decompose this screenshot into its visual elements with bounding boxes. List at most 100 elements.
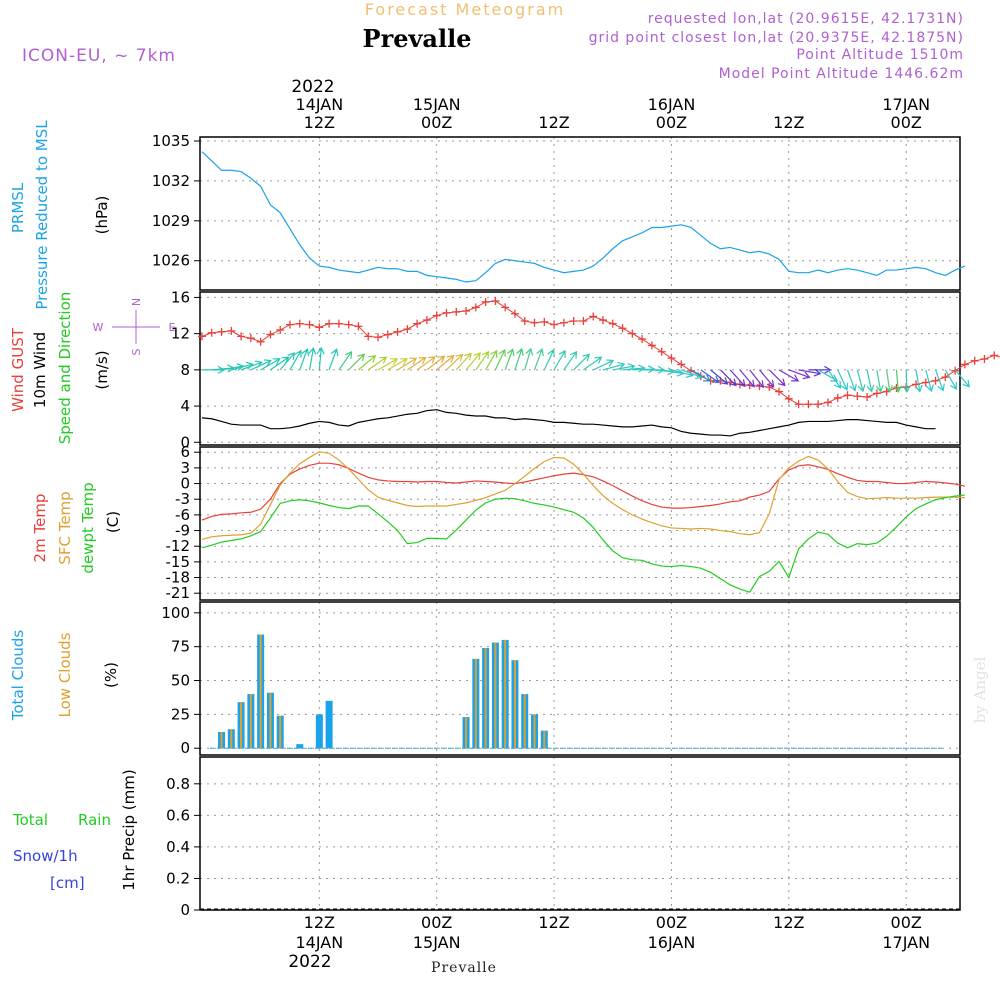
wind-direction-arrow (240, 360, 263, 371)
gust-point (197, 332, 206, 341)
credit-watermark: by Angel (971, 656, 989, 723)
wind-direction-arrow (397, 357, 418, 371)
gust-point (237, 332, 246, 341)
wind-direction-arrow (778, 369, 800, 382)
y-tick-label: -21 (166, 584, 191, 602)
gust-point (334, 319, 343, 328)
gust-point (550, 320, 559, 329)
gust-point (276, 326, 285, 335)
y-tick-label: 0.4 (166, 838, 190, 856)
wind-direction-arrow (739, 369, 755, 388)
dewpt-label: dewpt Temp (79, 482, 97, 573)
gust-point (657, 347, 666, 356)
percent-unit-label: (%) (102, 662, 120, 688)
y-tick-label: 1026 (152, 252, 190, 270)
bottom-hour-label: 00Z (656, 913, 687, 932)
wind-direction-arrow (884, 369, 893, 393)
station-title: Prevalle (363, 24, 472, 53)
gust-point (598, 316, 607, 325)
gust-point (608, 319, 617, 328)
gust-point (540, 317, 549, 326)
wind-direction-arrow (856, 369, 866, 393)
wind-direction-arrow (866, 369, 875, 393)
top-date-label: 14JAN (295, 95, 343, 114)
y-tick-label: 0.6 (166, 806, 190, 824)
wind-direction-arrow (902, 369, 911, 394)
gust-point (374, 333, 383, 342)
pressure-series-line (201, 151, 966, 283)
y-tick-label: 16 (171, 288, 190, 306)
gust-point (960, 360, 969, 369)
total-cloud-bar (315, 714, 323, 749)
wind-direction-arrow (719, 369, 737, 387)
compass-north: N (130, 298, 143, 306)
wind-direction-arrow (426, 355, 446, 371)
prmsl-label: PRMSL (9, 182, 27, 233)
gust-point (442, 308, 451, 317)
wind-10m-label: 10m Wind (31, 332, 49, 408)
wind-direction-arrow (700, 369, 720, 384)
wind-direction-arrow (875, 369, 884, 393)
gust-point (980, 354, 989, 363)
y-tick-label: 0.8 (166, 775, 190, 793)
pressure-panel: 1026 1029 1032 1035 (152, 132, 966, 291)
clouds-panel-labels: Total Clouds Low Clouds (%) (9, 630, 120, 722)
gust-point (422, 316, 431, 325)
gust-point (872, 389, 881, 398)
wind-direction-arrow (690, 369, 712, 382)
y-tick-label: 1029 (152, 212, 190, 230)
wind-direction-arrow (308, 347, 317, 370)
wind-direction-arrow (377, 358, 399, 371)
y-tick-label: -12 (166, 537, 191, 555)
panel-frame (199, 756, 961, 911)
wind-speed-line (201, 409, 936, 437)
point-altitude: Point Altitude 1510m (796, 47, 964, 63)
wind-direction-arrow (524, 347, 534, 371)
low-cloud-bar (504, 639, 507, 749)
low-cloud-bar (279, 715, 282, 749)
gust-point (579, 316, 588, 325)
model-altitude: Model Point Altitude 1446.62m (719, 66, 964, 82)
gust-point (853, 392, 862, 401)
y-tick-label: 6 (180, 443, 190, 461)
wind-direction-arrow (749, 369, 764, 389)
wind-direction-arrow (436, 354, 455, 371)
y-tick-label: 0 (180, 901, 190, 919)
grid-point-coords: grid point closest lon,lat (20.9375E, 42… (589, 30, 964, 46)
gust-point (481, 297, 490, 306)
y-tick-label: -9 (175, 522, 190, 540)
bottom-hour-label: 12Z (304, 913, 335, 932)
precip-unit-label: 1hr Precip (mm) (120, 769, 138, 890)
compass-rose: N S W E (93, 298, 176, 356)
gust-point (559, 318, 568, 327)
low-cloud-bar (230, 729, 233, 749)
top-hour-label: 00Z (656, 113, 687, 132)
bottom-hour-label: 12Z (538, 913, 569, 932)
panel-frame (199, 291, 961, 446)
top-hour-label: 00Z (421, 113, 452, 132)
wind-gust-line (201, 300, 1000, 405)
top-date-label: 15JAN (413, 95, 461, 114)
pressure-panel-labels: PRMSL Pressure Reduced to MSL (hPa) (9, 120, 111, 310)
total-cloud-bar (325, 700, 333, 749)
precip-panel: 0 0.2 0.4 0.6 0.8 (166, 756, 961, 919)
bottom-year: 2022 (288, 952, 331, 972)
gust-point (305, 320, 314, 329)
tsfc-label: SFC Temp (56, 491, 74, 564)
y-tick-label: 100 (161, 604, 190, 622)
wind-direction-arrow (798, 368, 822, 377)
gust-point (628, 329, 637, 338)
precip-panel-labels: Total Rain Snow/1h [cm] 1hr Precip (mm) (12, 769, 138, 892)
gust-point (501, 303, 510, 312)
legend-rain: Rain (78, 811, 111, 829)
wind-direction-arrow (289, 349, 302, 371)
low-clouds-label: Low Clouds (56, 632, 74, 717)
bottom-date-label: 14JAN (295, 933, 343, 952)
bottom-hour-label: 00Z (891, 913, 922, 932)
footer-station: Prevalle (431, 960, 497, 976)
wind-direction-arrow (553, 349, 566, 371)
gust-point (520, 316, 529, 325)
wind-direction-arrow (316, 346, 325, 370)
